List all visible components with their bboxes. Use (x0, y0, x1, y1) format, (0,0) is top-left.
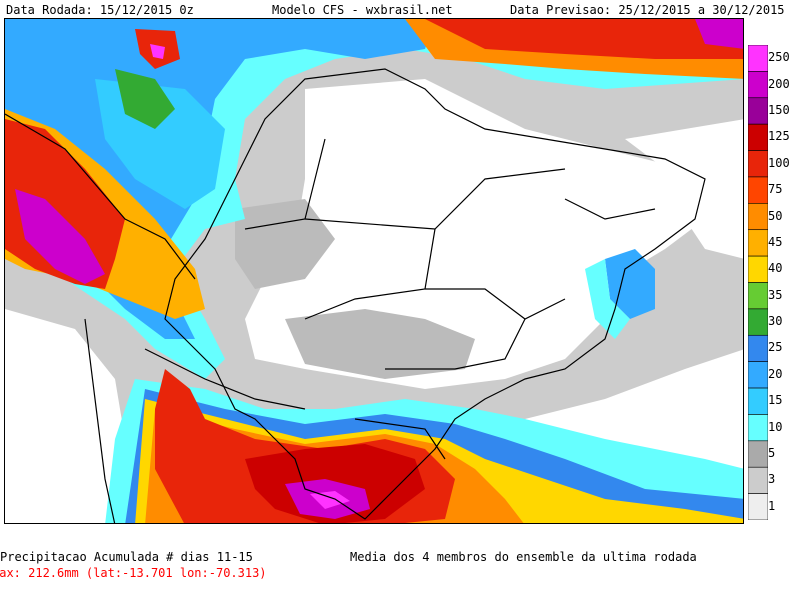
chile-border (84, 318, 116, 523)
dry-area-northeast (625, 119, 743, 259)
colorbar-label: 100 (768, 155, 790, 170)
precip-area-grey-central (285, 309, 475, 379)
argentina-border (144, 348, 306, 410)
colorbar-swatch (748, 97, 768, 125)
state-border-4 (425, 288, 566, 320)
model-title: Modelo CFS - wxbrasil.net (272, 3, 453, 17)
colorbar-label: 40 (768, 261, 783, 276)
colorbar-label: 200 (768, 76, 790, 91)
precip-area-grey-north (235, 199, 335, 289)
colorbar-label: 3 (768, 472, 776, 487)
map-svg (5, 19, 743, 523)
colorbar-swatch (748, 255, 768, 283)
state-border-7 (354, 418, 446, 460)
state-border-2 (304, 168, 566, 230)
andes-border (5, 113, 196, 280)
state-border-5 (385, 318, 526, 370)
colorbar-label: 250 (768, 50, 790, 65)
colorbar-swatch (748, 176, 768, 204)
colorbar-swatch (748, 71, 768, 99)
precip-area-blue-northeast (605, 249, 655, 319)
colorbar-swatch (748, 308, 768, 336)
colorbar-swatch (748, 414, 768, 442)
precip-area-magenta-topright (695, 19, 743, 49)
colorbar-label: 50 (768, 208, 783, 223)
colorbar-label: 25 (768, 340, 783, 355)
colorbar-swatch (748, 466, 768, 494)
colorbar-label: 1 (768, 498, 776, 513)
precip-area-red-topright (425, 19, 743, 59)
colorbar-label: 75 (768, 182, 783, 197)
colorbar-swatch (748, 493, 768, 520)
colorbar-label: 5 (768, 446, 776, 461)
colorbar-swatch (748, 150, 768, 178)
colorbar-label: 15 (768, 393, 783, 408)
brazil-outline (164, 68, 706, 520)
colorbar-swatch (748, 45, 768, 72)
forecast-date: Data Previsao: 25/12/2015 a 30/12/2015 (510, 3, 785, 17)
colorbar-swatch (748, 387, 768, 415)
dry-area-west (5, 309, 125, 523)
colorbar-label: 30 (768, 314, 783, 329)
colorbar (748, 45, 768, 520)
precip-area-purple-west (15, 189, 105, 284)
state-border-6 (564, 198, 656, 220)
dry-area-atlantic-south (525, 349, 743, 489)
precip-area-pink-topleft (150, 44, 165, 59)
precip-area-green-north (115, 69, 175, 129)
run-date: Data Rodada: 15/12/2015 0z (6, 3, 194, 17)
colorbar-label: 125 (768, 129, 790, 144)
colorbar-swatch (748, 361, 768, 389)
precip-area-pink-south (310, 491, 350, 509)
state-border-3 (304, 228, 436, 320)
colorbar-label: 10 (768, 419, 783, 434)
colorbar-label: 35 (768, 287, 783, 302)
footer-ensemble: Media dos 4 membros do ensemble da ultim… (350, 550, 697, 564)
colorbar-swatch (748, 229, 768, 257)
colorbar-swatch (748, 203, 768, 231)
colorbar-swatch (748, 334, 768, 362)
colorbar-label: 20 (768, 366, 783, 381)
colorbar-label: 150 (768, 102, 790, 117)
colorbar-swatch (748, 282, 768, 310)
footer-title: Precipitacao Acumulada # dias 11-15 (0, 550, 253, 564)
footer-max: max: 212.6mm (lat:-13.701 lon:-70.313) (0, 566, 267, 580)
colorbar-swatch (748, 440, 768, 468)
colorbar-label: 45 (768, 234, 783, 249)
precipitation-map (4, 18, 744, 524)
country-borders (5, 68, 706, 523)
colorbar-swatch (748, 123, 768, 151)
precip-area-cyan-northeast (585, 259, 630, 339)
